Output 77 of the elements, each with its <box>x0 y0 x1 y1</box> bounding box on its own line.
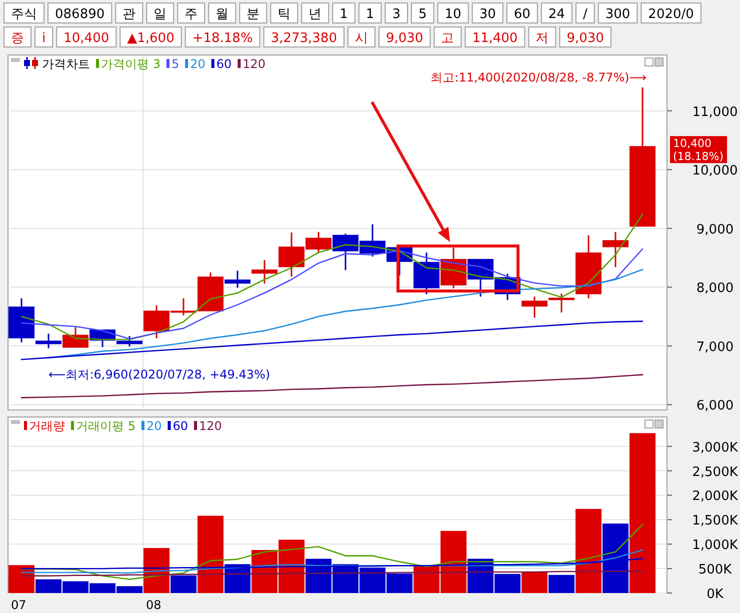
text: 년 <box>308 7 322 22</box>
text: 틱 <box>278 7 291 22</box>
text: 시 <box>354 31 368 46</box>
text: 월 <box>216 7 229 22</box>
y-tick-label: 1,000K <box>692 538 738 554</box>
text: 주식 <box>11 7 37 22</box>
legend-label: 5 <box>171 57 180 71</box>
bar <box>170 575 196 593</box>
legend-label: 60 <box>172 419 188 433</box>
text: 증 <box>11 31 24 46</box>
candlestick <box>252 259 278 284</box>
y-tick-label: 0K <box>706 587 724 602</box>
bar <box>576 508 602 593</box>
y-tick-label: 7,000 <box>696 340 734 355</box>
y-tick-label: 2,000K <box>692 489 738 504</box>
y-tick-label: 11,000 <box>692 104 738 120</box>
legend-label: 가격이평 3 <box>101 57 160 71</box>
candlestick <box>36 332 62 350</box>
text: 30 <box>479 7 496 22</box>
legend-label: 120 <box>199 419 222 433</box>
text: 고 <box>441 31 454 46</box>
x-tick-label: 08 <box>146 598 162 612</box>
text: 24 <box>548 7 565 22</box>
annotation: 최고:11,400(2020/08/28, -8.77%)⟶ <box>430 70 646 84</box>
bar <box>198 516 224 593</box>
text: 분 <box>246 7 260 22</box>
bar <box>548 574 574 593</box>
text: 3,273,380 <box>270 31 337 46</box>
text: 9,030 <box>386 31 424 46</box>
y-tick-label: 10,000 <box>692 164 738 179</box>
legend-label: 가격차트 <box>42 57 90 71</box>
text: 주 <box>184 7 198 22</box>
text: 5 <box>418 7 427 22</box>
line-series <box>20 524 644 580</box>
text: 관 <box>122 7 136 22</box>
text: 10 <box>444 7 462 22</box>
legend-label: 20 <box>146 419 162 433</box>
annotation: ⟵최저:6,960(2020/07/28, +49.43%) <box>48 367 270 382</box>
text: 10,400 <box>64 31 110 46</box>
y-tick-label: 1,500K <box>692 514 738 529</box>
bar <box>144 548 170 593</box>
y-tick-label: 8,000 <box>696 281 734 296</box>
text: 저 <box>536 31 549 46</box>
text: i <box>42 31 46 46</box>
text: 2020/0 <box>648 7 694 22</box>
text: +18.18% <box>192 31 253 46</box>
y-tick-label: 3,000K <box>692 440 738 456</box>
line-series <box>20 549 644 574</box>
text: 일 <box>154 7 167 22</box>
y-tick-label: 9,000 <box>696 222 734 238</box>
text: 60 <box>514 7 530 22</box>
y-tick-label: 2,500K <box>692 464 738 480</box>
candlestick <box>548 292 574 314</box>
text: 3 <box>392 7 400 22</box>
y-tick-label: 500K <box>698 562 732 578</box>
text: 1 <box>340 7 348 22</box>
legend-label: 거래량 <box>29 419 65 433</box>
text: 300 <box>605 7 630 22</box>
text: / <box>582 7 588 22</box>
text: ▲1,600 <box>127 31 174 46</box>
text: 9,030 <box>566 31 604 46</box>
candlestick <box>224 270 250 288</box>
candlestick <box>116 335 142 348</box>
x-tick-label: 07 <box>11 598 26 612</box>
text: 10,400 (18.18%) <box>673 137 724 164</box>
text: 1 <box>366 7 374 22</box>
legend-label: 거래이평 5 <box>76 419 136 433</box>
legend-label: 60 <box>216 57 232 71</box>
text: 11,400 <box>472 31 518 46</box>
y-tick-label: 6,000 <box>696 398 734 414</box>
text: 086890 <box>55 7 105 22</box>
bar <box>8 565 34 593</box>
legend-label: 20 <box>190 57 206 71</box>
legend-label: 120 <box>242 57 266 71</box>
bar <box>522 572 548 593</box>
line-series <box>20 320 644 360</box>
bar <box>630 433 656 593</box>
